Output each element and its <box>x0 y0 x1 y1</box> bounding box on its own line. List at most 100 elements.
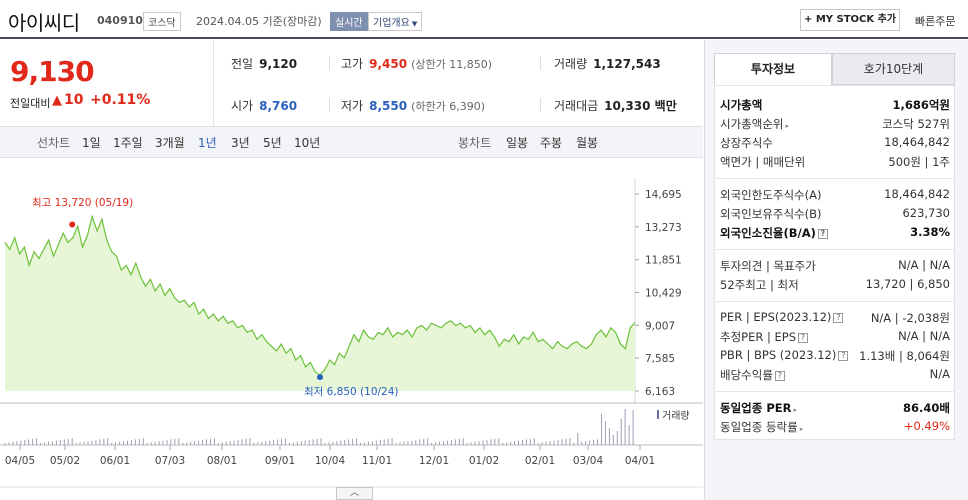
period-3y[interactable]: 3년 <box>231 136 250 150</box>
period-1y[interactable]: 1년 <box>198 136 217 150</box>
open-value: 8,760 <box>259 99 298 113</box>
info-label[interactable]: 시가총액순위 ▸ <box>720 117 789 131</box>
quote-date: 2024.04.05 기준(장마감) <box>196 15 322 28</box>
section-divider <box>714 249 955 250</box>
prev-close-value: 9,120 <box>259 57 298 71</box>
info-value: N/A | -2,038원 <box>870 311 950 325</box>
divider <box>329 56 330 70</box>
info-label: 시가총액 <box>720 98 763 112</box>
chevron-right-icon: ▸ <box>799 425 804 433</box>
low-value: 8,550 <box>369 99 408 113</box>
info-value: N/A | N/A <box>898 329 950 343</box>
tab-investment-info[interactable]: 투자정보 <box>714 53 832 85</box>
info-label[interactable]: 동일업종 등락률 ▸ <box>720 420 804 434</box>
volume: 거래량 1,127,543 <box>554 55 661 72</box>
x-tick-label: 12/01 <box>419 455 449 467</box>
candle-weekly[interactable]: 주봉 <box>540 136 563 150</box>
period-3m[interactable]: 3개월 <box>155 136 185 150</box>
period-1w[interactable]: 1주일 <box>113 136 143 150</box>
header-divider <box>0 37 968 39</box>
open-price: 시가 8,760 <box>231 97 297 114</box>
low-marker <box>317 374 323 381</box>
help-icon[interactable]: ? <box>833 313 844 323</box>
volume-legend-label: 거래량 <box>662 410 690 422</box>
info-label: 52주최고 | 최저 <box>720 278 799 292</box>
x-tick-label: 10/04 <box>315 455 346 467</box>
chevron-down-icon: ▼ <box>411 20 418 28</box>
x-tick-label: 11/01 <box>362 455 392 467</box>
period-5y[interactable]: 5년 <box>263 136 282 150</box>
high-marker <box>69 221 76 228</box>
help-icon[interactable]: ? <box>798 333 809 343</box>
chevron-right-icon: ▸ <box>793 406 797 414</box>
line-chart-label: 선차트 <box>37 136 71 150</box>
info-row: 배당수익률? N/A <box>720 367 950 383</box>
current-price: 9,130 <box>10 55 95 88</box>
divider <box>213 40 214 126</box>
info-value: 1.13배 | 8,064원 <box>859 349 950 363</box>
price-area-fill <box>5 216 635 391</box>
candle-daily[interactable]: 일봉 <box>506 136 529 150</box>
amount-value: 10,330 백만 <box>604 99 677 113</box>
info-row: 외국인보유주식수(B) 623,730 <box>720 206 950 222</box>
info-row: 동일업종 등락률 ▸ +0.49% <box>720 419 950 435</box>
add-mystock-button[interactable]: + MY STOCK 추가 <box>800 9 900 31</box>
candle-chart-label: 봉차트 <box>458 136 492 150</box>
divider <box>540 98 541 112</box>
info-row: 투자의견 | 목표주가 N/A | N/A <box>720 258 950 274</box>
info-label[interactable]: 동일업종 PER ▸ <box>720 401 797 415</box>
prev-close: 전일 9,120 <box>231 55 297 72</box>
info-label[interactable]: 추정PER | EPS? <box>720 329 809 345</box>
info-row: 액면가 | 매매단위 500원 | 1주 <box>720 154 950 170</box>
x-tick-label: 04/01 <box>625 455 655 467</box>
prev-close-label: 전일 <box>231 57 254 71</box>
candle-monthly[interactable]: 월봉 <box>576 136 599 150</box>
info-row: 외국인한도주식수(A) 18,464,842 <box>720 187 950 203</box>
corp-info-dropdown[interactable]: 기업개요 ▼ <box>368 12 423 31</box>
info-label[interactable]: 배당수익률? <box>720 367 785 383</box>
x-tick-label: 08/01 <box>207 455 237 467</box>
tab-orderbook[interactable]: 호가10단계 <box>832 53 955 85</box>
trade-amount: 거래대금 10,330 백만 <box>554 97 677 114</box>
low-price: 저가 8,550 (하한가 6,390) <box>341 97 485 114</box>
divider <box>329 98 330 112</box>
info-label[interactable]: 외국인소진율(B/A)? <box>720 225 828 241</box>
period-1d[interactable]: 1일 <box>82 136 101 150</box>
help-icon[interactable]: ? <box>774 371 785 381</box>
info-value: N/A | N/A <box>898 258 950 272</box>
info-label[interactable]: PER | EPS(2023.12)? <box>720 310 844 324</box>
volume-label: 거래량 <box>554 57 588 71</box>
investment-card <box>714 85 955 440</box>
help-icon[interactable]: ? <box>817 229 828 239</box>
change-value: 10 <box>64 92 84 108</box>
up-arrow-icon: ▲ <box>52 93 62 108</box>
change-percent: +0.11% <box>90 92 151 108</box>
realtime-badge[interactable]: 실시간 <box>330 12 368 31</box>
period-10y[interactable]: 10년 <box>294 136 321 150</box>
collapse-button[interactable]: ︿ <box>336 487 373 500</box>
y-tick-label: 13,273 <box>645 222 682 234</box>
upper-limit: (상한가 11,850) <box>411 58 492 71</box>
quick-order-link[interactable]: 빠른주문 <box>915 15 956 28</box>
info-row: 동일업종 PER ▸ 86.40배 <box>720 400 950 416</box>
corp-info-label: 기업개요 <box>373 18 410 29</box>
period-bar <box>0 126 703 158</box>
info-label: 투자의견 | 목표주가 <box>720 259 816 273</box>
info-value: +0.49% <box>903 419 950 433</box>
section-divider <box>714 301 955 302</box>
stock-code: 040910 <box>97 14 143 27</box>
x-tick-label: 05/02 <box>50 455 80 467</box>
y-tick-label: 6,163 <box>645 386 675 398</box>
help-icon[interactable]: ? <box>838 351 849 361</box>
open-label: 시가 <box>231 99 254 113</box>
info-row: PER | EPS(2023.12)? N/A | -2,038원 <box>720 310 950 326</box>
price-chart[interactable]: 14,695 13,273 11,851 10,429 9,007 7,585 6,163 0… <box>0 158 703 500</box>
y-tick-label: 14,695 <box>645 189 682 201</box>
info-label: 외국인한도주식수(A) <box>720 188 822 202</box>
info-row: 52주최고 | 최저 13,720 | 6,850 <box>720 277 950 293</box>
company-name[interactable]: 아이씨디 <box>8 11 80 35</box>
high-value: 9,450 <box>369 57 408 71</box>
low-annotation: 최저 6,850 (10/24) <box>304 386 399 398</box>
info-row: 추정PER | EPS? N/A | N/A <box>720 329 950 345</box>
info-label[interactable]: PBR | BPS (2023.12)? <box>720 348 849 362</box>
